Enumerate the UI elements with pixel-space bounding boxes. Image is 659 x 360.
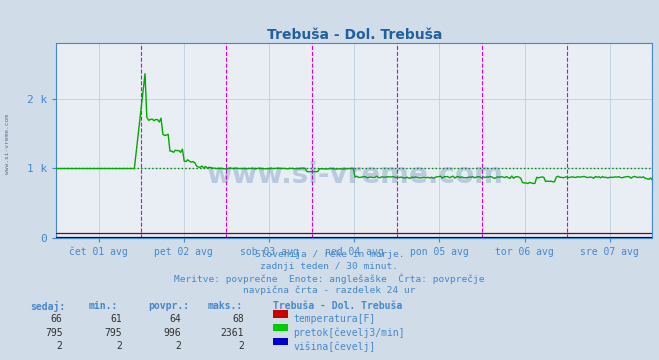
Text: 2: 2 bbox=[238, 341, 244, 351]
Text: temperatura[F]: temperatura[F] bbox=[293, 314, 376, 324]
Text: 64: 64 bbox=[169, 314, 181, 324]
Text: 2: 2 bbox=[116, 341, 122, 351]
Text: 795: 795 bbox=[45, 328, 63, 338]
Text: pretok[čevelj3/min]: pretok[čevelj3/min] bbox=[293, 328, 405, 338]
Text: Trebuša - Dol. Trebuša: Trebuša - Dol. Trebuša bbox=[273, 301, 403, 311]
Text: www.si-vreme.com: www.si-vreme.com bbox=[5, 114, 11, 174]
Text: povpr.:: povpr.: bbox=[148, 301, 189, 311]
Text: Meritve: povprečne  Enote: anglešaške  Črta: povprečje: Meritve: povprečne Enote: anglešaške Črt… bbox=[174, 274, 485, 284]
Text: sedaj:: sedaj: bbox=[30, 301, 65, 312]
Text: 2361: 2361 bbox=[220, 328, 244, 338]
Text: min.:: min.: bbox=[89, 301, 119, 311]
Text: 2: 2 bbox=[175, 341, 181, 351]
Text: 66: 66 bbox=[51, 314, 63, 324]
Text: 996: 996 bbox=[163, 328, 181, 338]
Title: Trebuša - Dol. Trebuša: Trebuša - Dol. Trebuša bbox=[266, 28, 442, 42]
Text: 795: 795 bbox=[104, 328, 122, 338]
Text: višina[čevelj]: višina[čevelj] bbox=[293, 341, 376, 352]
Text: 2: 2 bbox=[57, 341, 63, 351]
Text: www.si-vreme.com: www.si-vreme.com bbox=[206, 161, 503, 189]
Text: maks.:: maks.: bbox=[208, 301, 243, 311]
Text: 68: 68 bbox=[232, 314, 244, 324]
Text: navpična črta - razdelek 24 ur: navpična črta - razdelek 24 ur bbox=[243, 286, 416, 295]
Text: Slovenija / reke in morje.: Slovenija / reke in morje. bbox=[255, 250, 404, 259]
Text: zadnji teden / 30 minut.: zadnji teden / 30 minut. bbox=[260, 262, 399, 271]
Text: 61: 61 bbox=[110, 314, 122, 324]
